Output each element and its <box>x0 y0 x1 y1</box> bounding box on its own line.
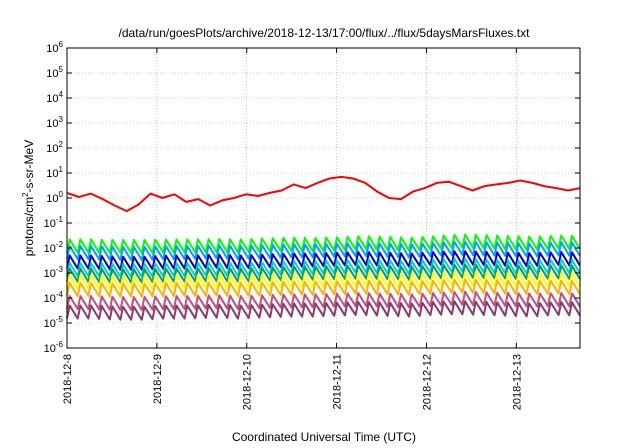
series-line-5 <box>66 263 581 284</box>
y-tick-base: 10 <box>46 193 58 205</box>
y-tick-exp: -1 <box>56 215 64 224</box>
series-line-3 <box>66 250 581 271</box>
x-tick-label: 2018-12-8 <box>62 354 74 404</box>
y-tick-base: 10 <box>44 268 56 280</box>
y-tick-label: 103 <box>46 115 63 130</box>
series-line-6 <box>66 271 581 291</box>
y-tick-exp: 0 <box>59 190 64 199</box>
y-tick-base: 10 <box>46 43 58 55</box>
x-axis-label: Coordinated Universal Time (UTC) <box>232 430 416 444</box>
series-line-1 <box>66 233 581 254</box>
y-tick-exp: -6 <box>56 340 64 349</box>
y-tick-label: 10-4 <box>44 290 64 305</box>
x-axis: 2018-12-8 2018-12-9 2018-12-10 2018-12-11 20… <box>62 48 523 410</box>
y-tick-label: 10-3 <box>44 265 64 280</box>
y-tick-base: 10 <box>44 318 56 330</box>
plot-area <box>66 47 581 349</box>
y-tick-exp: -4 <box>56 290 64 299</box>
y-tick-base: 10 <box>44 218 56 230</box>
series-line-7 <box>66 278 581 298</box>
y-tick-base: 10 <box>46 168 58 180</box>
y-tick-label: 106 <box>46 40 63 55</box>
x-tick-label: 2018-12-12 <box>421 354 433 410</box>
y-axis-label-tail: -s-sr-MeV <box>22 140 36 193</box>
series-line-9 <box>66 300 581 321</box>
x-tick-label: 2018-12-9 <box>152 354 164 404</box>
y-tick-exp: -5 <box>56 315 64 324</box>
y-tick-exp: -2 <box>56 240 64 249</box>
y-axis-label: protons/cm2-s-sr-MeV <box>21 140 36 256</box>
y-tick-base: 10 <box>46 118 58 130</box>
y-tick-label: 101 <box>46 165 63 180</box>
y-tick-exp: -3 <box>56 265 64 274</box>
y-tick-exp: 6 <box>59 40 64 49</box>
series-line-2 <box>66 240 581 261</box>
series-line-8 <box>66 290 581 311</box>
x-tick-label: 2018-12-13 <box>511 354 523 410</box>
y-tick-base: 10 <box>46 68 58 80</box>
y-tick-label: 10-2 <box>44 240 64 255</box>
y-tick-base: 10 <box>46 143 58 155</box>
y-tick-label: 105 <box>46 65 63 80</box>
y-axis: 10-610-510-410-310-210-11001011021031041… <box>44 40 580 355</box>
y-tick-label: 104 <box>46 90 63 105</box>
y-tick-base: 10 <box>46 93 58 105</box>
y-axis-label-sup: 2 <box>21 192 30 197</box>
series-line-4 <box>66 257 581 278</box>
y-tick-base: 10 <box>44 343 56 355</box>
y-tick-exp: 3 <box>59 115 64 124</box>
y-tick-exp: 5 <box>59 65 64 74</box>
y-tick-exp: 2 <box>59 140 64 149</box>
y-tick-base: 10 <box>44 293 56 305</box>
y-tick-base: 10 <box>44 243 56 255</box>
y-tick-label: 10-1 <box>44 215 64 230</box>
y-tick-label: 100 <box>46 190 63 205</box>
y-axis-label-main: protons/cm <box>22 197 36 256</box>
y-tick-exp: 1 <box>59 165 64 174</box>
chart-title: /data/run/goesPlots/archive/2018-12-13/1… <box>119 26 531 40</box>
x-tick-label: 2018-12-11 <box>332 354 344 409</box>
x-tick-label: 2018-12-10 <box>242 354 254 410</box>
y-tick-label: 10-6 <box>44 340 64 355</box>
y-tick-label: 10-5 <box>44 315 64 330</box>
y-tick-exp: 4 <box>59 90 64 99</box>
y-tick-label: 102 <box>46 140 63 155</box>
series-line-0 <box>66 175 581 213</box>
